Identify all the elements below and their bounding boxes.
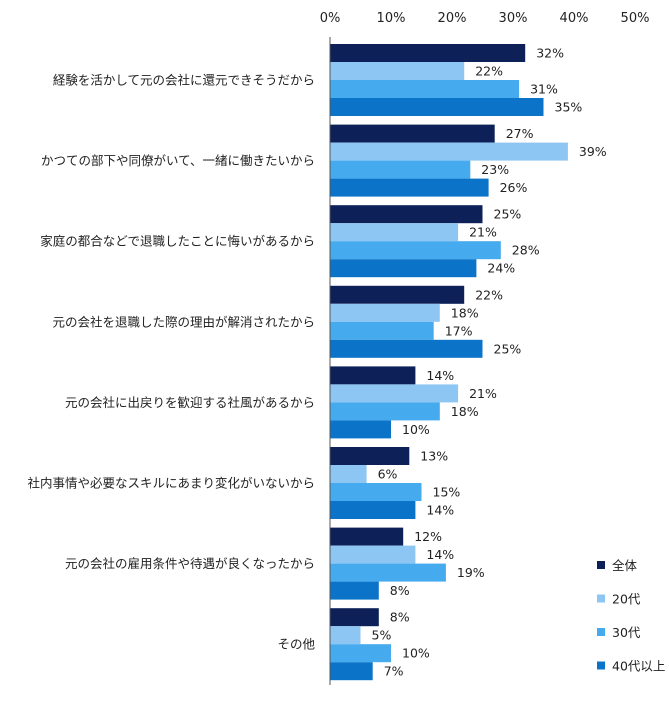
bar-value-label: 23% (481, 162, 509, 177)
category-label: かつての部下や同僚がいて、一緒に働きたいから (41, 153, 315, 168)
category-label: 経験を活かして元の会社に還元できそうだから (53, 73, 315, 88)
bar (330, 160, 471, 179)
x-tick-label: 50% (621, 11, 650, 26)
bar (330, 44, 526, 62)
bar (330, 303, 440, 322)
bar (330, 223, 459, 242)
bar (330, 98, 544, 116)
bar-value-label: 10% (402, 646, 430, 661)
category-label: その他 (277, 637, 315, 652)
bar-value-label: 5% (372, 628, 392, 643)
bar-value-label: 13% (420, 449, 448, 464)
bar (330, 384, 459, 403)
bar-value-label: 10% (402, 422, 430, 437)
bar (330, 321, 434, 340)
bar (330, 142, 568, 161)
bar-value-label: 35% (555, 100, 583, 115)
bar-value-label: 18% (451, 305, 479, 320)
x-tick-label: 10% (377, 11, 406, 26)
legend-swatch (597, 594, 605, 603)
bar (330, 241, 501, 260)
legend-label: 40代以上 (612, 659, 665, 674)
category-label: 元の会社に出戻りを歓迎する社風があるから (65, 395, 315, 410)
bar-value-label: 25% (494, 207, 522, 222)
bar-value-label: 14% (426, 503, 454, 518)
bar (330, 178, 489, 197)
bar (330, 259, 477, 278)
x-tick-label: 40% (560, 11, 589, 26)
bar (330, 402, 440, 421)
legend-swatch (597, 561, 605, 569)
bar-value-label: 28% (512, 243, 540, 258)
bar-value-label: 8% (390, 583, 410, 598)
bar-value-label: 14% (426, 368, 454, 383)
bar-value-label: 6% (378, 467, 398, 482)
legend-swatch (597, 661, 605, 670)
bar (330, 420, 391, 439)
bar-value-label: 21% (469, 225, 497, 240)
bar-value-label: 15% (433, 485, 461, 500)
bar-value-label: 18% (451, 404, 479, 419)
bar-value-label: 12% (414, 529, 442, 544)
bar (330, 545, 416, 564)
bar-value-label: 17% (445, 323, 473, 338)
bar (330, 483, 422, 501)
bar-value-label: 8% (390, 610, 410, 625)
bar-value-label: 39% (579, 144, 607, 159)
legend-label: 20代 (612, 592, 641, 607)
legend-label: 全体 (612, 558, 638, 573)
bar-value-label: 21% (469, 386, 497, 401)
bar-value-label: 31% (530, 82, 558, 97)
category-label: 元の会社を退職した際の理由が解消されたから (52, 314, 315, 329)
bar (330, 285, 465, 304)
x-tick-label: 30% (499, 11, 528, 26)
bar (330, 662, 373, 681)
bar-value-label: 26% (500, 180, 528, 195)
bar (330, 527, 404, 546)
legend-swatch (597, 628, 605, 636)
category-label: 元の会社の雇用条件や待遇が良くなったから (65, 556, 315, 571)
bar-value-label: 22% (475, 287, 503, 302)
bar (330, 124, 495, 143)
bar (330, 608, 379, 627)
bar (330, 501, 416, 519)
bar (330, 205, 483, 224)
bar (330, 626, 361, 645)
bar (330, 581, 379, 600)
bar-value-label: 32% (536, 46, 564, 61)
bar-value-label: 22% (475, 64, 503, 79)
bar (330, 465, 367, 483)
legend-label: 30代 (612, 625, 641, 640)
x-tick-label: 20% (438, 11, 467, 26)
bar (330, 80, 520, 98)
bar-value-label: 19% (457, 565, 485, 580)
bar (330, 62, 465, 80)
bar-value-label: 25% (494, 341, 522, 356)
bar (330, 339, 483, 358)
bar-value-label: 24% (487, 261, 515, 276)
bar (330, 563, 446, 582)
bar-value-label: 14% (426, 547, 454, 562)
bar (330, 447, 410, 465)
x-tick-label: 0% (320, 11, 341, 26)
bar (330, 644, 391, 663)
category-label: 社内事情や必要なスキルにあまり変化がいないから (27, 476, 315, 491)
bar-value-label: 7% (384, 664, 404, 679)
bar (330, 366, 416, 385)
bar-value-label: 27% (506, 126, 534, 141)
category-label: 家庭の都合などで退職したことに悔いがあるから (40, 234, 315, 249)
